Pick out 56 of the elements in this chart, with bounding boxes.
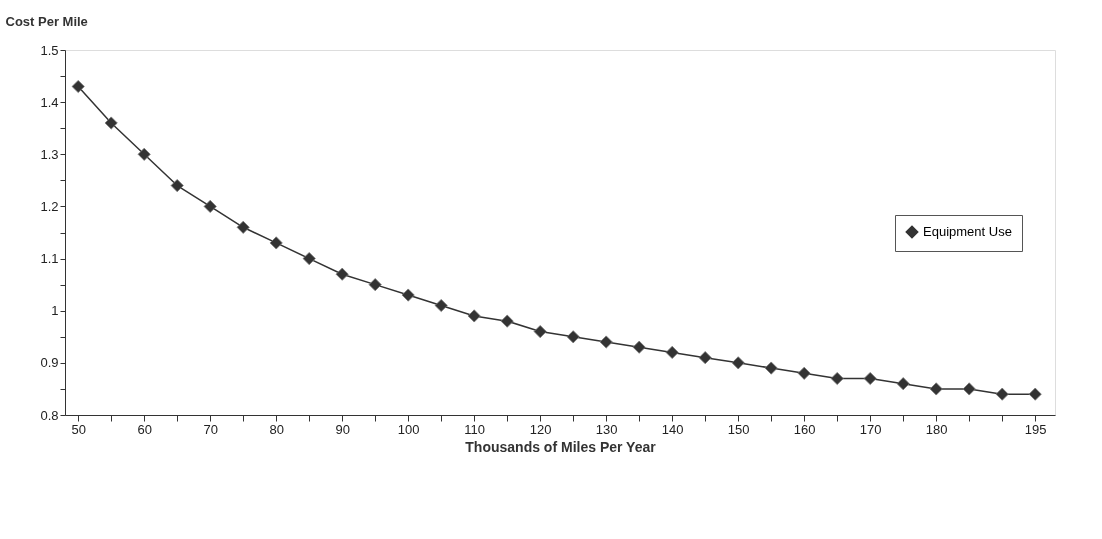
x-tick-label: 180 <box>925 421 948 437</box>
x-tick-label: 100 <box>397 421 420 437</box>
point <box>137 147 151 161</box>
point <box>566 330 580 344</box>
point <box>731 356 745 370</box>
point <box>1028 387 1042 401</box>
point <box>302 252 316 266</box>
y-tick-label: 0.8 <box>40 407 59 423</box>
x-tick-label: 50 <box>71 421 86 437</box>
x-tick-label: 60 <box>137 421 152 437</box>
y-tick-label: 1.5 <box>40 42 59 58</box>
x-tick-label: 70 <box>203 421 218 437</box>
point <box>797 366 811 380</box>
y-tick-label: 1.3 <box>40 146 59 162</box>
x-tick-label: 140 <box>661 421 684 437</box>
x-tick-label: 160 <box>793 421 816 437</box>
point <box>764 361 778 375</box>
x-tick-label: 90 <box>335 421 350 437</box>
point <box>434 298 448 313</box>
x-tick-label: 120 <box>529 421 552 437</box>
y-tick-label: 1 <box>51 303 59 319</box>
point <box>203 199 217 213</box>
x-axis-title: Thousands of Miles Per Year <box>465 438 657 455</box>
x-tick-label: 150 <box>727 421 750 437</box>
point <box>269 236 283 250</box>
point <box>665 345 679 359</box>
point <box>599 335 613 349</box>
y-tick-label: 0.9 <box>40 355 59 371</box>
point <box>962 382 976 396</box>
point <box>71 79 85 94</box>
point <box>863 371 877 386</box>
point <box>830 371 844 386</box>
point <box>995 387 1009 401</box>
x-tick-label: 195 <box>1024 421 1047 437</box>
point <box>467 309 481 323</box>
x-tick-label: 110 <box>464 421 486 437</box>
y-tick-label: 1.4 <box>40 94 59 110</box>
y-axis-title: Cost Per Mile <box>5 13 88 29</box>
point <box>533 325 547 339</box>
point <box>929 382 943 396</box>
y-tick-label: 1.1 <box>40 251 59 267</box>
point <box>236 220 250 234</box>
point <box>632 340 646 354</box>
x-tick-label: 130 <box>595 421 618 437</box>
point <box>170 179 184 193</box>
point <box>335 267 349 281</box>
point <box>500 314 514 328</box>
x-tick-label: 170 <box>859 421 882 437</box>
point <box>896 377 910 391</box>
point <box>698 351 712 365</box>
point <box>104 116 118 130</box>
x-tick-label: 80 <box>269 421 284 437</box>
point <box>368 278 382 292</box>
y-tick-label: 1.2 <box>40 198 59 214</box>
legend-label: Equipment Use <box>923 224 1012 239</box>
point <box>401 288 415 302</box>
